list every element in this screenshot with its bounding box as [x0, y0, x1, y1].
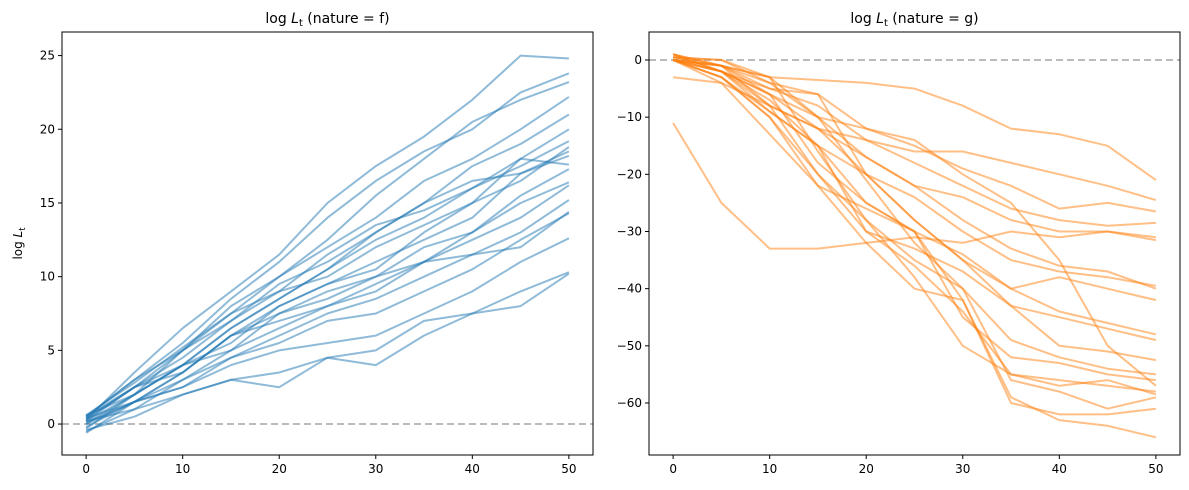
series-line-19	[672, 53, 1157, 396]
series-line-14	[85, 199, 570, 428]
series-line-2	[672, 76, 1157, 202]
subplot-1: 0 10 20 30 40 50 0 5 10 15 20 25 log Lt (nature = f)…	[11, 11, 594, 476]
series-line-6	[85, 128, 570, 420]
y-tick-label: 20	[40, 122, 55, 136]
y-tick-label: −50	[617, 339, 642, 353]
axes-frame	[648, 31, 1181, 456]
series-line-17	[672, 56, 1157, 416]
y-axis-label: log Lt	[11, 227, 27, 260]
series-line-3	[85, 81, 570, 422]
y-tick-label: −30	[617, 224, 642, 238]
series-line-4	[85, 96, 570, 417]
series-line-5	[673, 56, 1157, 239]
series-line-13	[85, 184, 570, 417]
series-line-10	[85, 157, 570, 422]
series-line-5	[85, 113, 570, 425]
x-tick-label: 20	[272, 462, 287, 476]
y-tick-label: 0	[47, 417, 55, 431]
x-tick-label: 50	[561, 462, 576, 476]
x-tick-label: 20	[859, 462, 874, 476]
x-tick-label: 0	[82, 462, 90, 476]
series-line-7	[672, 59, 1157, 287]
series-line-11	[85, 168, 570, 433]
x-tick-label: 40	[1052, 462, 1067, 476]
series-line-12	[85, 181, 570, 421]
chart-title: log Lt (nature = g)	[850, 11, 978, 29]
series-line-16	[85, 212, 570, 425]
y-tick-label: −40	[617, 282, 642, 296]
series-line-8	[85, 146, 570, 418]
x-tick-label: 30	[368, 462, 383, 476]
series-line-13	[672, 56, 1157, 376]
series-line-4	[672, 59, 1156, 227]
plot-area	[62, 54, 593, 434]
y-tick-label: −10	[617, 110, 642, 124]
series-line-20	[672, 59, 1157, 387]
series-line-19	[85, 272, 570, 431]
series-line-18	[85, 271, 570, 423]
subplot-2: 0 10 20 30 40 50 0 −10 −20 −30 −40 −50 −60 log Lt (na…	[617, 11, 1181, 476]
series-line-11	[672, 53, 1157, 342]
series-line-3	[673, 56, 1157, 213]
plot-area	[649, 53, 1180, 439]
y-tick-label: −60	[617, 396, 642, 410]
y-tick-label: −20	[617, 167, 642, 181]
series-line-12	[672, 59, 1157, 362]
axes-frame	[61, 31, 594, 456]
x-tick-label: 10	[762, 462, 777, 476]
y-tick-label: 5	[47, 343, 55, 357]
series-line-2	[85, 72, 570, 418]
x-tick-label: 30	[955, 462, 970, 476]
series-line-16	[672, 59, 1157, 410]
x-tick-label: 10	[175, 462, 190, 476]
series-line-6	[672, 122, 1157, 250]
chart-title: log Lt (nature = f)	[265, 11, 389, 29]
y-tick-label: 25	[40, 49, 55, 63]
series-line-1	[85, 54, 569, 421]
y-tick-label: 0	[634, 53, 642, 67]
y-tick-label: 10	[40, 270, 55, 284]
series-line-18	[672, 59, 1157, 439]
series-line-15	[672, 53, 1157, 393]
series-line-8	[672, 53, 1157, 290]
x-tick-label: 0	[669, 462, 677, 476]
series-line-17	[85, 237, 570, 434]
x-tick-label: 50	[1148, 462, 1163, 476]
series-line-15	[85, 210, 570, 420]
x-tick-label: 40	[465, 462, 480, 476]
y-tick-label: 15	[40, 196, 55, 210]
series-line-20	[85, 154, 570, 418]
